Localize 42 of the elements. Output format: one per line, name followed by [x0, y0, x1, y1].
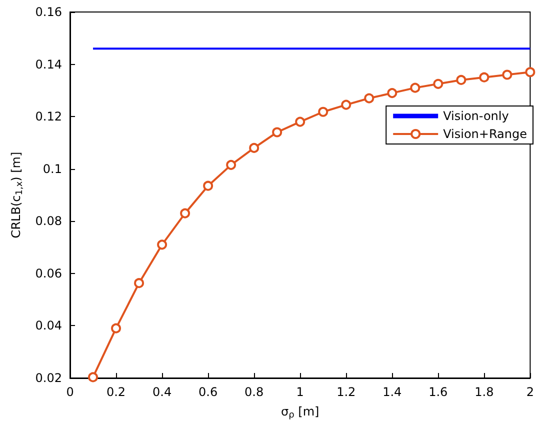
- point: [525, 67, 536, 78]
- point: [433, 78, 444, 89]
- x-tick-label: 1.2: [336, 385, 356, 399]
- point: [479, 72, 490, 82]
- point: [364, 93, 374, 104]
- y-tick-label: 0.12: [35, 110, 62, 124]
- point: [410, 82, 420, 93]
- x-tick-label: 1: [296, 385, 304, 399]
- point: [157, 240, 168, 250]
- y-tick-label: 0.14: [35, 57, 62, 72]
- x-tick-label: 0.6: [198, 385, 218, 399]
- x-tick-label: 1.6: [428, 385, 448, 399]
- x-tick-label: 1.8: [474, 385, 494, 399]
- point: [456, 74, 466, 85]
- point: [295, 116, 306, 127]
- legend-label: Vision+Range: [443, 127, 528, 141]
- point: [180, 208, 190, 218]
- point: [88, 372, 98, 382]
- point: [502, 70, 512, 80]
- y-tick-label: 0.08: [35, 214, 62, 228]
- point: [111, 323, 122, 334]
- x-tick-label: 0.2: [106, 385, 126, 399]
- y-tick-label: 0.1: [42, 162, 62, 176]
- point: [203, 180, 214, 191]
- y-tick-label: 0.04: [35, 318, 62, 333]
- point: [272, 127, 282, 138]
- point: [134, 278, 144, 288]
- point: [341, 100, 352, 110]
- y-tick-label: 0.06: [35, 266, 62, 280]
- y-tick-label: 0.16: [35, 5, 62, 19]
- x-tick-label: 0.4: [152, 385, 172, 399]
- y-axis-title: CRLB(c1,x) [m]: [8, 152, 25, 238]
- x-tick-label: 2: [526, 385, 534, 399]
- point: [387, 88, 398, 98]
- point: [226, 160, 236, 170]
- x-tick-label: 1.4: [382, 385, 402, 399]
- point: [249, 142, 260, 153]
- x-tick-label: 0.8: [244, 385, 264, 399]
- legend-label: Vision-only: [443, 109, 509, 123]
- y-tick-label: 0.02: [35, 371, 62, 385]
- x-tick-label: 0: [66, 385, 74, 399]
- point: [318, 106, 328, 117]
